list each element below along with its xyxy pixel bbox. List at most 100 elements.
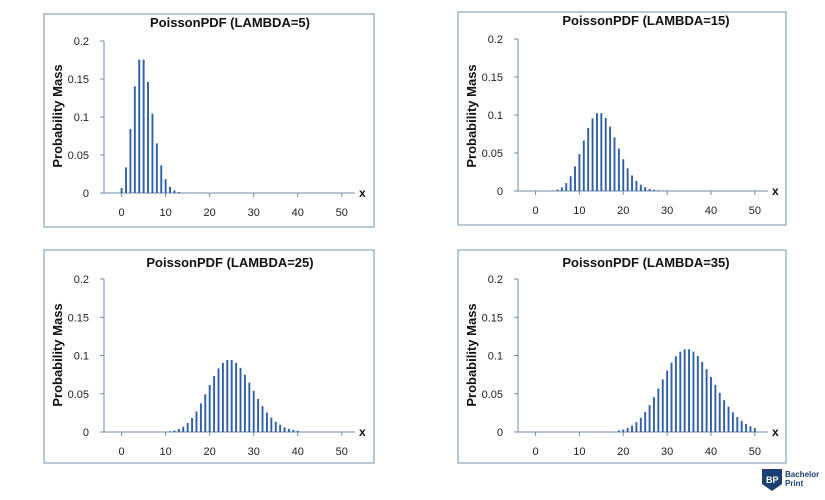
x-tick-label: 20 — [204, 446, 216, 458]
bar — [578, 154, 581, 191]
y-tick-label: 0.2 — [74, 36, 89, 48]
bar — [631, 175, 633, 191]
y-tick-label: 0 — [497, 186, 503, 198]
bar — [257, 398, 260, 432]
y-tick-label: 0.15 — [482, 72, 503, 84]
x-tick-label: 10 — [160, 207, 172, 219]
bar — [204, 394, 207, 432]
bar — [252, 390, 255, 432]
bar — [138, 59, 141, 194]
x-tick-label: 0 — [119, 207, 125, 219]
bar — [133, 86, 136, 193]
bar — [270, 417, 273, 432]
y-tick-label: 0 — [83, 188, 89, 200]
bar — [683, 349, 686, 432]
chart-frame-1 — [43, 13, 375, 228]
bar — [230, 360, 233, 432]
bar — [631, 425, 633, 432]
brand-name-line2: Print — [785, 479, 804, 488]
y-tick-label: 0.05 — [482, 148, 503, 160]
y-tick-label: 0.2 — [488, 34, 503, 46]
chart-title-3: PoissonPDF (LAMBDA=25) — [146, 255, 313, 270]
y-axis-label-4: Probability Mass — [464, 303, 479, 406]
y-tick-label: 0.15 — [68, 312, 89, 324]
bar — [213, 376, 216, 432]
bar — [151, 113, 154, 193]
bar — [644, 412, 647, 432]
bar — [560, 187, 563, 191]
chart-title-2: PoissonPDF (LAMBDA=15) — [562, 13, 729, 28]
bar — [169, 186, 171, 193]
bar — [648, 405, 651, 432]
bar — [296, 430, 299, 432]
bar — [208, 385, 211, 432]
x-axis-label-3: x — [359, 425, 366, 439]
bar — [556, 189, 559, 191]
brand-logo: BP Bachelor Print — [762, 469, 819, 491]
bar — [613, 137, 616, 191]
bar — [617, 148, 620, 191]
bar — [173, 190, 176, 193]
bar — [727, 406, 730, 432]
bar — [635, 180, 638, 191]
brand-logo-mark: BP — [766, 475, 779, 485]
x-axis-label-2: x — [772, 184, 779, 198]
x-tick-label: 40 — [705, 446, 717, 458]
x-tick-label: 10 — [573, 446, 585, 458]
y-tick-label: 0.05 — [68, 389, 89, 401]
bar — [705, 369, 708, 432]
bar — [670, 362, 673, 432]
bar — [626, 168, 629, 191]
bar — [195, 411, 198, 432]
y-tick-label: 0.2 — [488, 274, 503, 286]
bar — [173, 430, 176, 432]
chart-panel-3: PoissonPDF (LAMBDA=25) Probability Mass … — [43, 249, 375, 464]
x-tick-label: 50 — [749, 446, 761, 458]
y-tick-label: 0 — [83, 427, 89, 439]
bar — [248, 382, 251, 432]
x-axis-label-4: x — [772, 425, 779, 439]
bar — [235, 362, 238, 432]
bar — [142, 59, 145, 194]
x-tick-label: 40 — [292, 446, 304, 458]
bar — [679, 351, 682, 432]
bar — [120, 187, 123, 193]
x-tick-label: 40 — [705, 205, 717, 217]
bar — [587, 128, 590, 191]
x-tick-label: 50 — [336, 446, 348, 458]
bar — [635, 422, 638, 432]
bar — [644, 187, 647, 191]
bar — [147, 81, 149, 193]
bar — [653, 189, 655, 191]
chart-panel-4: PoissonPDF (LAMBDA=35) Probability Mass … — [457, 249, 787, 464]
bar — [243, 374, 246, 432]
bar — [226, 360, 229, 432]
x-tick-label: 0 — [119, 446, 125, 458]
bar — [169, 431, 171, 432]
bar — [753, 427, 756, 432]
bar — [283, 427, 286, 432]
bar — [604, 118, 607, 191]
bar — [186, 423, 189, 432]
bar — [723, 400, 726, 432]
bar — [701, 361, 704, 432]
chart-title-4: PoissonPDF (LAMBDA=35) — [562, 255, 729, 270]
y-tick-label: 0.15 — [482, 312, 503, 324]
bar — [288, 428, 290, 432]
y-tick-label: 0.05 — [68, 150, 89, 162]
bar — [617, 430, 620, 432]
x-tick-label: 10 — [573, 205, 585, 217]
bar — [661, 379, 664, 432]
bar — [736, 417, 739, 432]
x-axis-label-1: x — [359, 186, 366, 200]
brand-shield-icon — [762, 469, 782, 491]
bar — [714, 385, 717, 432]
bar — [217, 368, 220, 432]
bar — [609, 126, 612, 191]
bar — [600, 113, 603, 191]
bar — [657, 190, 660, 191]
y-tick-label: 0.05 — [482, 389, 503, 401]
bar — [718, 392, 721, 432]
bar — [591, 118, 594, 191]
y-tick-label: 0.1 — [488, 110, 503, 122]
